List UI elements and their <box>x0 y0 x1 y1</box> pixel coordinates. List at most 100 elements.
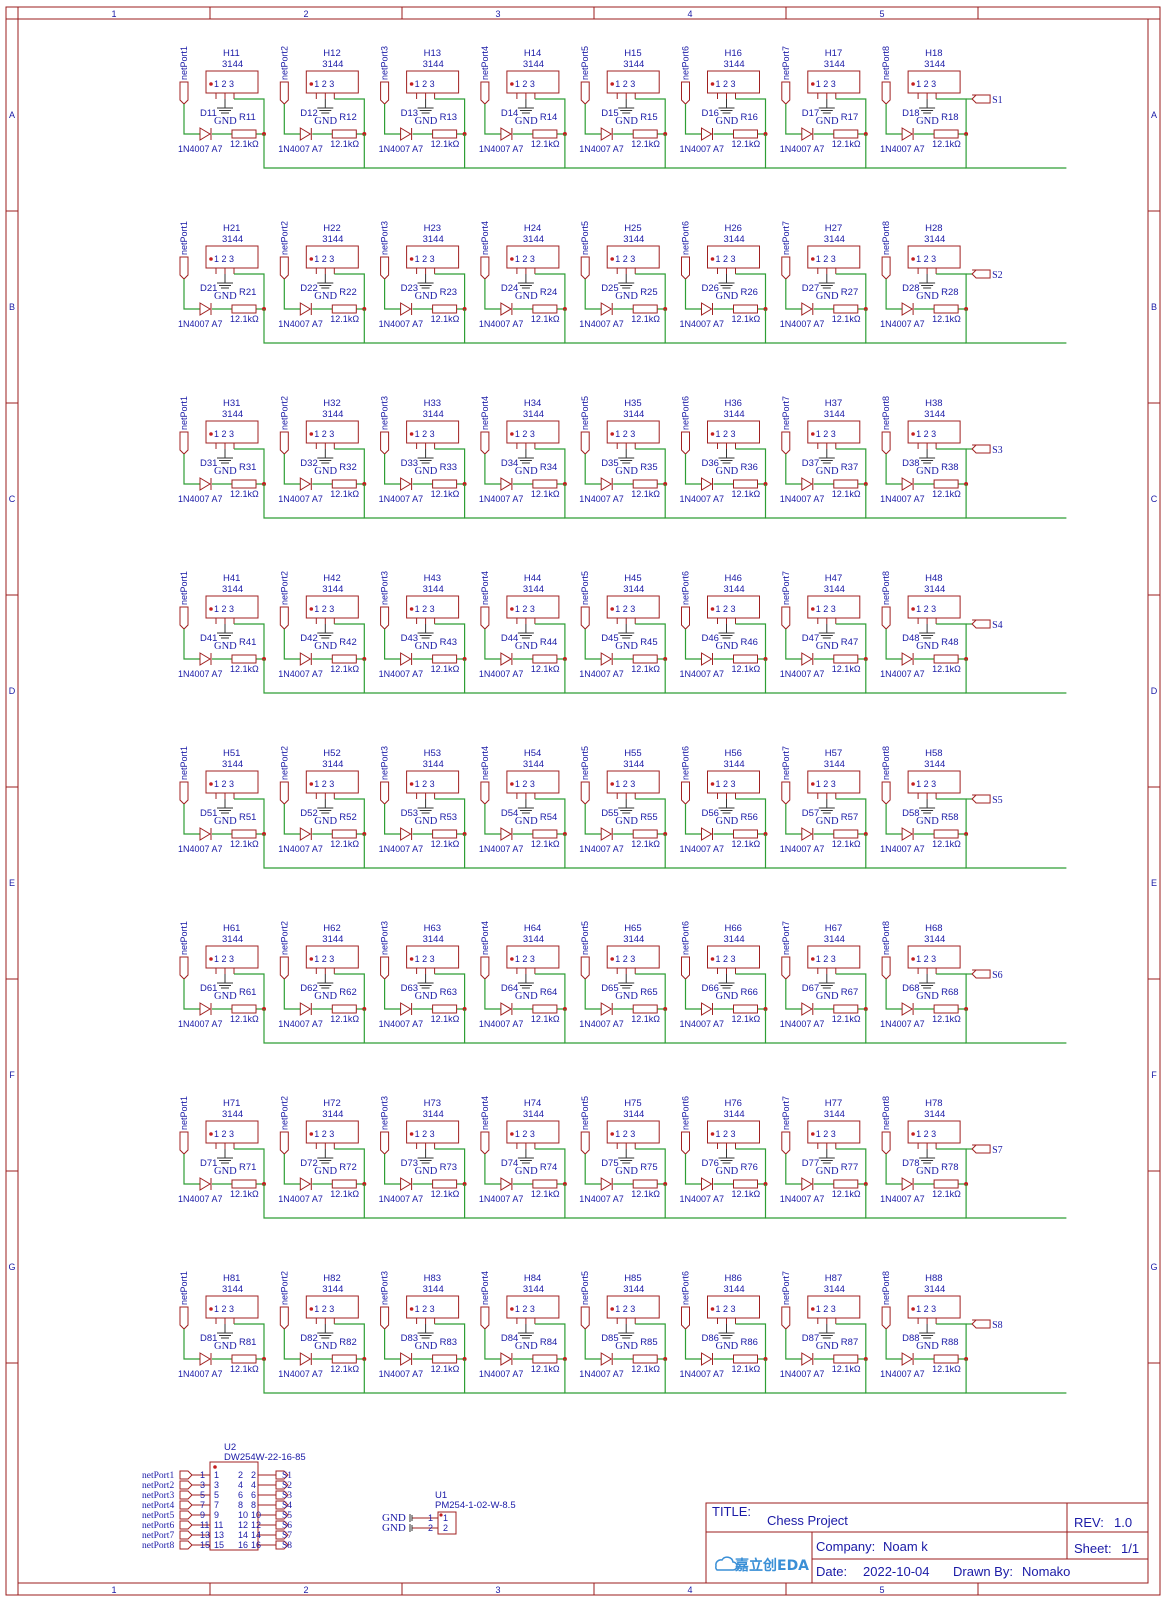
hall-sensor-body <box>205 595 259 619</box>
bus-wire <box>965 309 1067 344</box>
gnd-label: GND <box>716 641 739 652</box>
resistor-ref: R23 <box>440 287 457 298</box>
bus-wire <box>764 484 866 519</box>
hall-sensor-ref: H42 <box>323 573 340 584</box>
hall-sensor-pins: 1 2 3 <box>916 604 936 614</box>
diode-ref: D54 <box>501 808 518 819</box>
pin1-marker <box>409 957 414 961</box>
signal-wire <box>735 1148 767 1184</box>
signal-wire <box>534 973 566 1009</box>
diode-ref: D13 <box>401 108 418 119</box>
pin1-marker <box>209 607 213 611</box>
hall-sensor-pins: 1 2 3 <box>314 79 334 89</box>
gnd-label: GND <box>214 466 237 477</box>
hall-sensor-ref: H61 <box>223 923 240 934</box>
diode-value: 1N4007 A7 <box>479 319 524 329</box>
gnd-label: GND <box>515 466 538 477</box>
hall-sensor-body <box>506 1120 560 1144</box>
hall-sensor-value: 3144 <box>724 934 745 945</box>
hall-sensor-pins: 1 2 3 <box>314 254 334 264</box>
signal-wire <box>434 273 466 309</box>
gnd-label: GND <box>314 291 337 302</box>
diode-value: 1N4007 A7 <box>178 494 223 504</box>
bus-wire <box>464 834 565 869</box>
pin1-marker <box>811 1132 815 1136</box>
diode-value: 1N4007 A7 <box>278 319 323 329</box>
gnd-label: GND <box>916 1166 939 1177</box>
signal-wire <box>635 98 666 134</box>
port-wire <box>785 279 802 310</box>
diode-icon <box>299 1352 312 1366</box>
net-port-label: netPort6 <box>681 571 691 605</box>
bus-wire <box>564 1184 666 1219</box>
resistor-icon <box>231 829 257 839</box>
hall-sensor-pins: 1 2 3 <box>515 954 535 964</box>
hall-sensor-body <box>205 1295 259 1319</box>
diode-icon <box>801 1352 813 1366</box>
diode-ref: D83 <box>401 1333 418 1344</box>
row-output-label: S3 <box>992 445 1003 456</box>
gnd-label: GND <box>916 641 939 652</box>
hall-sensor-value: 3144 <box>423 759 444 770</box>
gnd-label: GND <box>415 1341 438 1352</box>
pin1-marker <box>510 432 514 436</box>
bus-wire <box>464 484 565 519</box>
resistor-value: 12.1kΩ <box>230 1189 259 1199</box>
net-flag-icon <box>275 1480 289 1490</box>
hall-sensor-pins: 1 2 3 <box>916 429 936 439</box>
hall-sensor-pins: 1 2 3 <box>716 429 736 439</box>
frame-col-label: 3 <box>495 9 500 19</box>
net-port-flag-icon <box>380 606 390 630</box>
resistor-icon <box>933 129 959 139</box>
hall-sensor-value: 3144 <box>824 759 845 770</box>
diode-ref: D15 <box>601 108 618 119</box>
hall-sensor-body <box>807 595 861 619</box>
net-port-label: netPort7 <box>781 1271 791 1305</box>
bus-wire <box>263 309 365 344</box>
pin1-marker <box>309 782 314 786</box>
pin1-marker <box>209 82 213 86</box>
diode-icon <box>801 1177 813 1191</box>
bus-wire <box>464 1184 565 1219</box>
hall-sensor-pins: 1 2 3 <box>615 1304 635 1314</box>
bus-wire <box>263 659 365 694</box>
hall-sensor-pins: 1 2 3 <box>716 779 736 789</box>
diode-ref: D73 <box>401 1158 418 1169</box>
resistor-ref: R67 <box>841 987 858 998</box>
resistor-icon <box>532 1179 558 1189</box>
hall-sensor-ref: H86 <box>725 1273 742 1284</box>
hall-sensor-ref: H83 <box>424 1273 441 1284</box>
hall-sensor-value: 3144 <box>623 59 644 70</box>
diode-icon <box>600 1177 613 1191</box>
diode-icon <box>400 127 412 141</box>
hall-sensor-value: 3144 <box>423 584 444 595</box>
u2-pin-number: 7 <box>200 1500 205 1510</box>
u1-pin-number-inner: 1 <box>443 1513 448 1523</box>
resistor-ref: R71 <box>239 1162 256 1173</box>
resistor-value: 12.1kΩ <box>431 839 460 849</box>
frame-row-label: B <box>1151 302 1157 312</box>
hall-sensor-ref: H36 <box>725 398 742 409</box>
signal-wire <box>635 973 666 1009</box>
net-flag-icon <box>179 1480 193 1490</box>
port-wire <box>584 1154 602 1185</box>
u2-left-net: netPort1 <box>142 1471 174 1481</box>
net-port-label: netPort8 <box>881 921 891 955</box>
resistor-icon <box>231 479 257 489</box>
drawn-by-value: Nomako <box>1022 1564 1070 1579</box>
diode-icon <box>199 302 211 316</box>
pin1-marker <box>409 1307 414 1311</box>
resistor-icon <box>532 1004 558 1014</box>
net-port-label: netPort4 <box>480 1271 490 1305</box>
diode-value: 1N4007 A7 <box>278 144 323 154</box>
resistor-value: 12.1kΩ <box>832 489 861 499</box>
u2-right-net: S1 <box>282 1471 292 1481</box>
diode-ref: D62 <box>300 983 317 994</box>
resistor-ref: R56 <box>741 812 758 823</box>
